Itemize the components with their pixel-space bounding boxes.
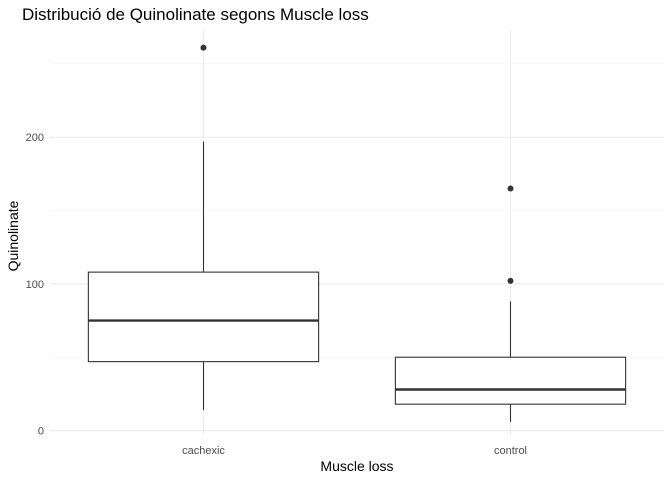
- y-tick-label: 100: [26, 279, 44, 291]
- iqr-box: [394, 356, 627, 405]
- x-tick-label: control: [494, 445, 527, 457]
- outlier-point: [200, 44, 207, 51]
- x-tick-label: cachexic: [182, 445, 225, 457]
- box-control: [394, 185, 627, 422]
- y-axis-title: Quinolinate: [5, 200, 21, 271]
- y-tick-label: 0: [38, 426, 44, 438]
- tick-layer: 0 100 200 cachexic control: [26, 132, 527, 457]
- y-tick-label: 200: [26, 132, 44, 144]
- iqr-box: [87, 271, 320, 363]
- box-cachexic: [87, 44, 320, 411]
- box-layer: [87, 44, 627, 422]
- x-axis-title: Muscle loss: [320, 458, 393, 474]
- chart-title: Distribució de Quinolinate segons Muscle…: [22, 5, 369, 24]
- outlier-point: [507, 277, 514, 284]
- outlier-point: [507, 185, 514, 192]
